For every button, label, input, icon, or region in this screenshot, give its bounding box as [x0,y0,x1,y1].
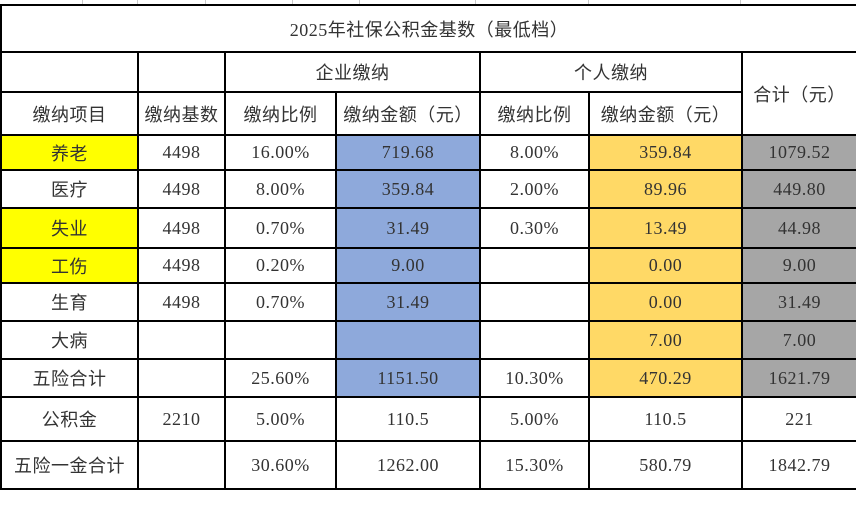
blank-header-cell[interactable] [0,51,139,93]
ind-amount[interactable]: 13.49 [588,207,743,249]
ent-rate[interactable]: 25.60% [224,358,337,398]
ent-amount[interactable]: 9.00 [335,247,481,284]
ind-rate[interactable]: 15.30% [479,440,590,490]
page-title[interactable]: 2025年社保公积金基数（最低档） [0,4,856,53]
total-value[interactable]: 44.98 [740,207,856,249]
total-value[interactable]: 449.80 [740,169,856,209]
base-value[interactable]: 4498 [137,169,226,209]
total-column-header[interactable]: 合计（元） [740,51,856,136]
title-row: 2025年社保公积金基数（最低档） [0,4,856,53]
base-value[interactable] [137,320,226,360]
ind-amount[interactable]: 359.84 [588,134,743,171]
table-row: 养老 4498 16.00% 719.68 8.00% 359.84 1079.… [0,134,856,171]
ind-rate[interactable]: 10.30% [479,358,590,398]
ent-amount-column-header[interactable]: 缴纳金额（元） [335,91,481,136]
ind-amount[interactable]: 470.29 [588,358,743,398]
partial-row-strip [0,0,856,4]
ind-amount[interactable]: 89.96 [588,169,743,209]
gridline [292,0,293,4]
total-value[interactable]: 221 [740,396,856,442]
row-label[interactable]: 公积金 [0,396,139,442]
ind-rate[interactable]: 5.00% [479,396,590,442]
ent-rate[interactable]: 0.20% [224,247,337,284]
ent-rate[interactable]: 0.70% [224,282,337,322]
ent-amount[interactable]: 1262.00 [335,440,481,490]
table-row-five-insurance-total: 五险合计 25.60% 1151.50 10.30% 470.29 1621.7… [0,358,856,398]
total-value[interactable]: 7.00 [740,320,856,360]
total-value[interactable]: 31.49 [740,282,856,322]
row-label[interactable]: 生育 [0,282,139,322]
ent-amount[interactable] [335,320,481,360]
row-label[interactable]: 养老 [0,134,139,171]
total-value[interactable]: 1621.79 [740,358,856,398]
gridline [82,0,83,4]
ind-rate-column-header[interactable]: 缴纳比例 [479,91,590,136]
total-value[interactable]: 1079.52 [740,134,856,171]
table-row: 工伤 4498 0.20% 9.00 0.00 9.00 [0,247,856,284]
ent-amount[interactable]: 359.84 [335,169,481,209]
row-label[interactable]: 五险一金合计 [0,440,139,490]
ind-rate[interactable]: 0.30% [479,207,590,249]
gridline [137,0,138,4]
ent-amount[interactable]: 1151.50 [335,358,481,398]
ind-amount[interactable]: 7.00 [588,320,743,360]
column-header-row: 缴纳项目 缴纳基数 缴纳比例 缴纳金额（元） 缴纳比例 缴纳金额（元） [0,91,856,136]
base-value[interactable] [137,358,226,398]
ent-rate[interactable] [224,320,337,360]
total-value[interactable]: 9.00 [740,247,856,284]
ent-rate[interactable]: 8.00% [224,169,337,209]
table-row: 医疗 4498 8.00% 359.84 2.00% 89.96 449.80 [0,169,856,209]
ind-rate[interactable] [479,282,590,322]
ind-rate[interactable] [479,320,590,360]
gridline [740,0,741,4]
group-header-row: 企业缴纳 个人缴纳 合计（元） [0,51,856,136]
row-label[interactable]: 失业 [0,207,139,249]
ent-amount[interactable]: 31.49 [335,207,481,249]
table-row-grand-total: 五险一金合计 30.60% 1262.00 15.30% 580.79 1842… [0,440,856,490]
ind-rate[interactable] [479,247,590,284]
item-column-header[interactable]: 缴纳项目 [0,91,139,136]
ind-rate[interactable]: 8.00% [479,134,590,171]
table-row: 失业 4498 0.70% 31.49 0.30% 13.49 44.98 [0,207,856,249]
ent-rate[interactable]: 5.00% [224,396,337,442]
gridline [588,0,589,4]
row-label[interactable]: 医疗 [0,169,139,209]
ind-amount[interactable]: 0.00 [588,282,743,322]
enterprise-group-header[interactable]: 企业缴纳 [224,51,481,93]
individual-group-header[interactable]: 个人缴纳 [479,51,743,93]
table-row: 生育 4498 0.70% 31.49 0.00 31.49 [0,282,856,322]
base-value[interactable]: 4498 [137,282,226,322]
ent-rate[interactable]: 0.70% [224,207,337,249]
ent-amount[interactable]: 110.5 [335,396,481,442]
base-column-header[interactable]: 缴纳基数 [137,91,226,136]
base-value[interactable]: 4498 [137,134,226,171]
ent-rate-column-header[interactable]: 缴纳比例 [224,91,337,136]
ind-amount[interactable]: 0.00 [588,247,743,284]
table-row: 大病 7.00 7.00 [0,320,856,360]
gridline [205,0,206,4]
base-value[interactable]: 4498 [137,247,226,284]
ind-amount[interactable]: 110.5 [588,396,743,442]
blank-header-cell[interactable] [137,51,226,93]
ent-amount[interactable]: 31.49 [335,282,481,322]
base-value[interactable]: 2210 [137,396,226,442]
table-row-housing-fund: 公积金 2210 5.00% 110.5 5.00% 110.5 221 [0,396,856,442]
base-value[interactable]: 4498 [137,207,226,249]
total-value[interactable]: 1842.79 [740,440,856,490]
ind-amount[interactable]: 580.79 [588,440,743,490]
row-label[interactable]: 工伤 [0,247,139,284]
row-label[interactable]: 大病 [0,320,139,360]
ind-rate[interactable]: 2.00% [479,169,590,209]
ent-rate[interactable]: 16.00% [224,134,337,171]
ind-amount-column-header[interactable]: 缴纳金额（元） [588,91,743,136]
gridline [359,0,360,4]
gridline [475,0,476,4]
base-value[interactable] [137,440,226,490]
contribution-table: 2025年社保公积金基数（最低档） 企业缴纳 个人缴纳 合计（元） 缴纳项目 缴… [0,4,856,490]
ent-rate[interactable]: 30.60% [224,440,337,490]
row-label[interactable]: 五险合计 [0,358,139,398]
ent-amount[interactable]: 719.68 [335,134,481,171]
